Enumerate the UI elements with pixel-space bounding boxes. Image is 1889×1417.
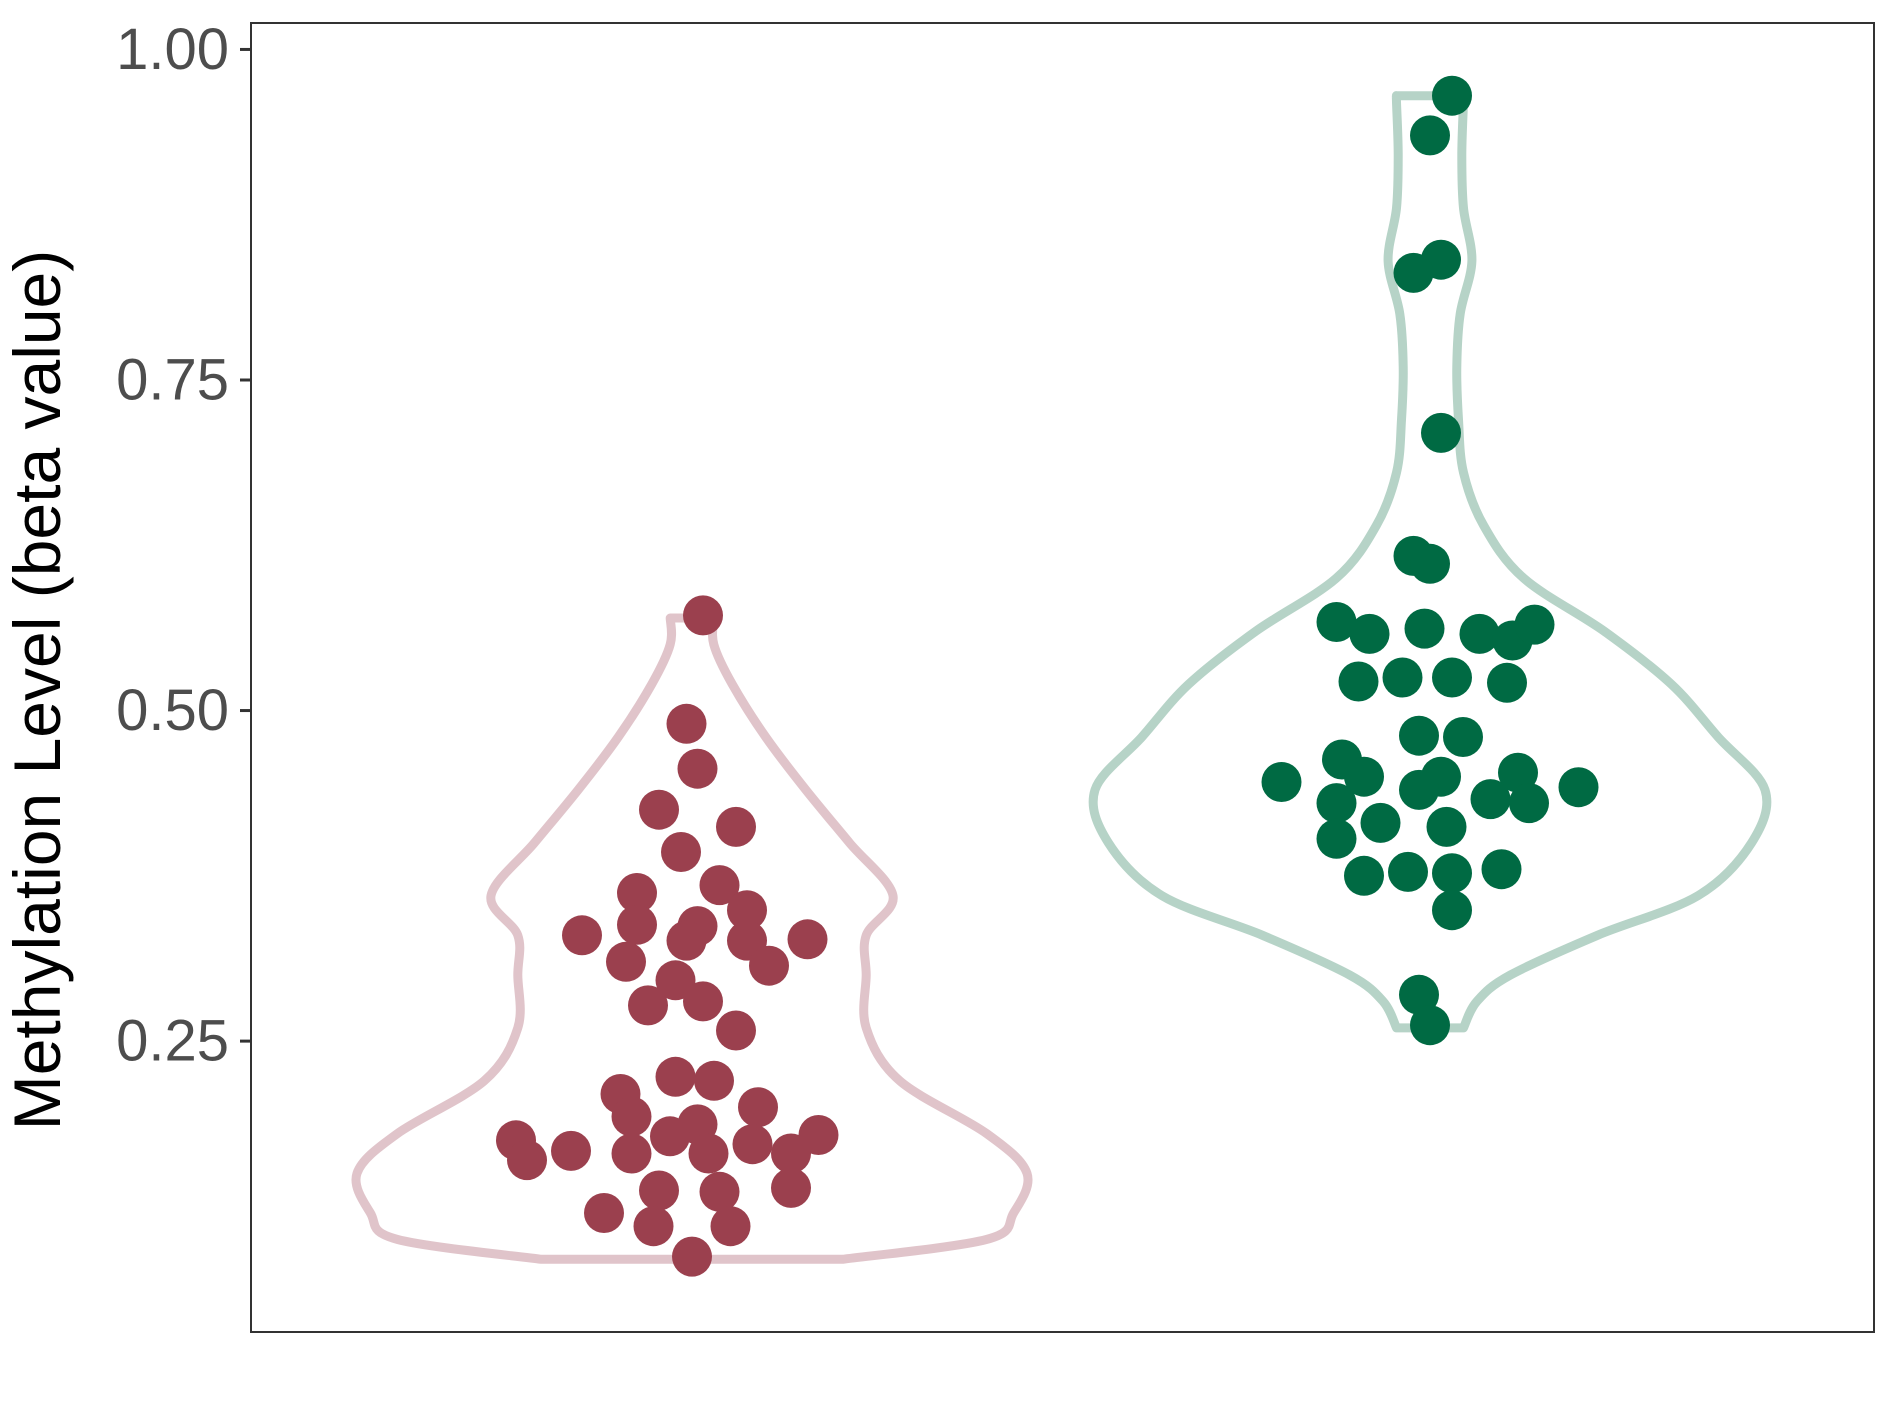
data-point [1360, 802, 1401, 843]
data-point [716, 1010, 756, 1051]
data-point [749, 945, 789, 986]
data-point [710, 1206, 751, 1247]
data-point [1316, 783, 1357, 824]
data-point [738, 1087, 778, 1128]
violin-outline-2 [1088, 91, 1772, 1033]
data-point [617, 904, 657, 945]
data-point [1432, 75, 1472, 116]
data-point [699, 865, 740, 906]
data-point [688, 1133, 729, 1174]
data-point [727, 890, 767, 931]
data-point [1498, 752, 1538, 793]
data-point [716, 806, 756, 847]
data-point [1349, 613, 1390, 654]
y-axis-title: Methylation Level (beta value) [0, 250, 74, 1131]
data-point [1421, 412, 1461, 453]
data-point [1404, 608, 1445, 649]
data-point [1509, 783, 1549, 824]
data-point [1382, 657, 1423, 698]
data-point [617, 873, 657, 913]
data-point [1399, 715, 1439, 756]
data-point [1432, 890, 1472, 931]
data-point [1410, 1005, 1450, 1046]
data-point [1399, 974, 1439, 1015]
violin-outline-1 [351, 613, 1033, 1264]
data-point [666, 920, 707, 961]
data-point [732, 1124, 773, 1165]
data-point [1393, 252, 1434, 293]
data-point [683, 981, 723, 1022]
data-point [787, 919, 828, 960]
data-point [661, 832, 701, 872]
data-point [551, 1130, 591, 1171]
data-point [771, 1167, 811, 1208]
data-point [507, 1140, 547, 1181]
series-1 [351, 595, 1033, 1277]
data-point [1399, 769, 1439, 810]
data-point [1344, 855, 1384, 896]
data-point [1558, 767, 1599, 808]
data-point [611, 1096, 652, 1137]
data-point [1481, 849, 1522, 890]
data-point [639, 789, 679, 830]
data-point [1487, 662, 1527, 703]
data-point [1426, 806, 1467, 847]
data-point [650, 1116, 690, 1157]
data-point [1443, 717, 1483, 757]
data-point [683, 595, 723, 636]
data-point [666, 703, 707, 744]
data-point [1261, 762, 1302, 802]
data-point [694, 1060, 734, 1101]
y-tick-label-2: 0.75 [116, 348, 229, 413]
data-point [584, 1193, 624, 1233]
y-tick-label-0: 0.25 [116, 1009, 229, 1074]
data-point [655, 1056, 696, 1097]
data-point [1432, 657, 1472, 698]
data-point [562, 915, 602, 956]
series-2 [1088, 75, 1772, 1046]
data-point [606, 941, 646, 982]
plot-panel-border [250, 22, 1875, 1333]
data-point [1344, 756, 1384, 797]
data-point [628, 985, 668, 1026]
y-axis: 0.25 0.50 0.75 1.00 [116, 17, 251, 1074]
data-point [1316, 602, 1357, 642]
data-point [611, 1133, 652, 1174]
data-point [1388, 851, 1428, 892]
data-point [1432, 853, 1472, 894]
data-point [633, 1206, 674, 1247]
data-point [1338, 661, 1379, 702]
data-point [1316, 818, 1357, 859]
data-point [677, 748, 718, 789]
data-point [655, 960, 696, 1001]
y-tick-label-3: 1.00 [116, 17, 229, 82]
data-point [1410, 543, 1450, 584]
data-point [798, 1115, 839, 1155]
data-point [1470, 779, 1511, 820]
data-point [699, 1171, 740, 1212]
data-point [639, 1170, 679, 1211]
data-point [672, 1236, 712, 1277]
y-tick-label-1: 0.50 [116, 678, 229, 743]
data-point [1514, 604, 1555, 645]
data-point [1410, 115, 1450, 156]
data-point [1459, 613, 1500, 654]
